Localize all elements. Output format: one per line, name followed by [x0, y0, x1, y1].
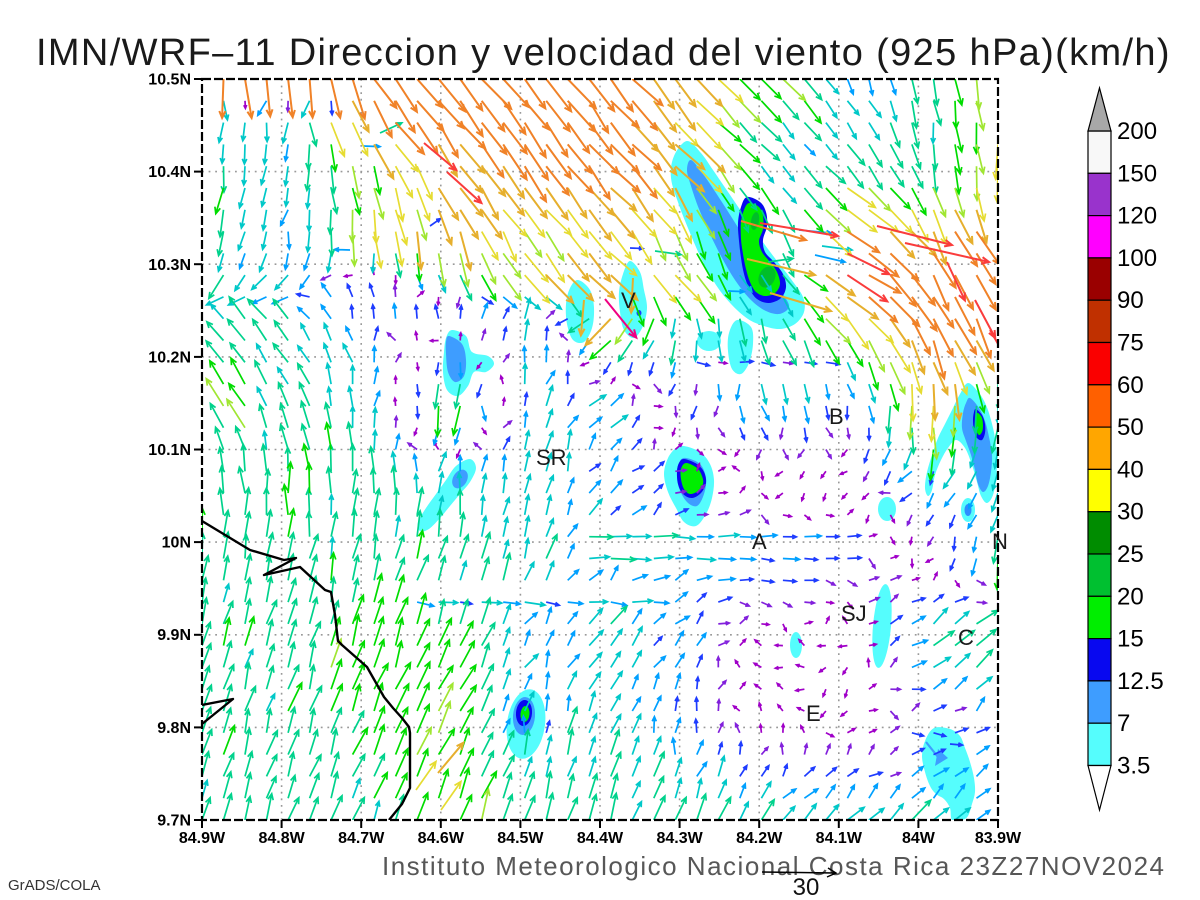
svg-text:150: 150: [1117, 160, 1157, 187]
svg-text:IMN/WRF–11 Direccion y velocid: IMN/WRF–11 Direccion y velocidad del vie…: [36, 32, 1171, 74]
svg-text:GrADS/COLA: GrADS/COLA: [8, 877, 101, 894]
svg-text:84.7W: 84.7W: [338, 830, 385, 847]
svg-text:Instituto Meteorologico Nacion: Instituto Meteorologico Nacional Costa R…: [382, 851, 1166, 881]
svg-text:25: 25: [1117, 541, 1144, 568]
svg-text:9.7N: 9.7N: [157, 813, 191, 830]
svg-text:C: C: [958, 625, 974, 650]
svg-text:20: 20: [1117, 583, 1144, 610]
svg-text:84.5W: 84.5W: [497, 830, 544, 847]
svg-text:120: 120: [1117, 203, 1157, 230]
svg-text:10.1N: 10.1N: [148, 442, 191, 459]
svg-text:15: 15: [1117, 626, 1144, 653]
svg-text:30: 30: [793, 874, 820, 900]
svg-text:10.5N: 10.5N: [148, 72, 191, 89]
svg-text:84.1W: 84.1W: [816, 830, 863, 847]
svg-text:84.4W: 84.4W: [577, 830, 624, 847]
svg-text:SJ: SJ: [841, 601, 867, 626]
svg-text:A: A: [752, 529, 767, 554]
svg-text:10.2N: 10.2N: [148, 349, 191, 366]
svg-text:10N: 10N: [162, 535, 191, 552]
svg-text:75: 75: [1117, 330, 1144, 357]
svg-text:100: 100: [1117, 245, 1157, 272]
svg-text:SR: SR: [536, 445, 567, 470]
svg-text:10.4N: 10.4N: [148, 164, 191, 181]
svg-text:60: 60: [1117, 372, 1144, 399]
svg-text:E: E: [806, 701, 821, 726]
svg-text:50: 50: [1117, 414, 1144, 441]
svg-text:90: 90: [1117, 287, 1144, 314]
svg-text:84.8W: 84.8W: [258, 830, 305, 847]
svg-text:84W: 84W: [902, 830, 936, 847]
svg-text:84.9W: 84.9W: [179, 830, 226, 847]
svg-text:10.3N: 10.3N: [148, 257, 191, 274]
svg-text:V: V: [621, 288, 636, 313]
svg-text:N: N: [992, 529, 1008, 554]
svg-text:30: 30: [1117, 499, 1144, 526]
svg-text:40: 40: [1117, 456, 1144, 483]
svg-text:84.2W: 84.2W: [736, 830, 783, 847]
svg-text:200: 200: [1117, 118, 1157, 145]
svg-text:3.5: 3.5: [1117, 753, 1150, 780]
svg-text:9.8N: 9.8N: [157, 720, 191, 737]
svg-text:83.9W: 83.9W: [975, 830, 1022, 847]
svg-text:84.3W: 84.3W: [656, 830, 703, 847]
svg-text:B: B: [829, 404, 844, 429]
svg-text:84.6W: 84.6W: [418, 830, 465, 847]
svg-text:9.9N: 9.9N: [157, 627, 191, 644]
svg-text:12.5: 12.5: [1117, 668, 1164, 695]
svg-text:7: 7: [1117, 710, 1130, 737]
